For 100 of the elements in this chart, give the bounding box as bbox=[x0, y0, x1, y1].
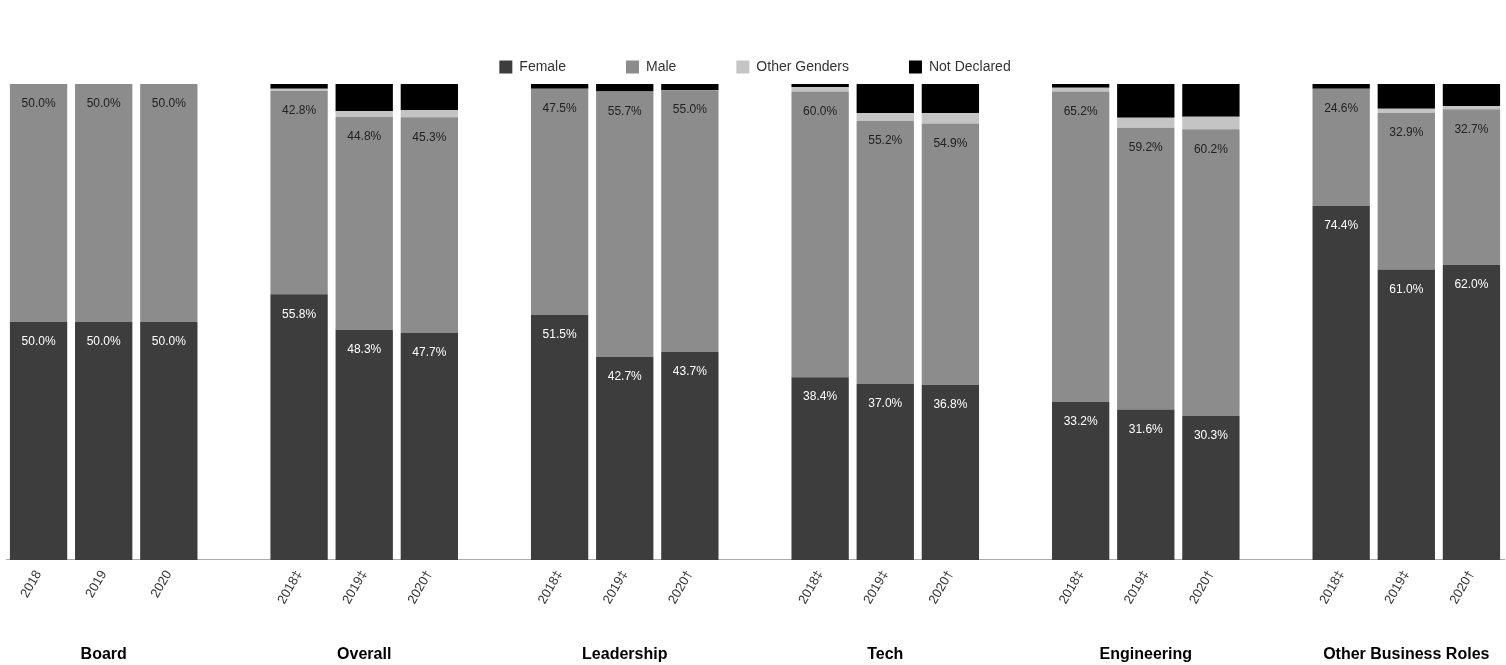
data-label: 24.6% bbox=[1324, 101, 1359, 116]
bar bbox=[1051, 91, 1110, 402]
text: Tech bbox=[867, 645, 904, 662]
data-label: 50.0% bbox=[86, 334, 122, 349]
text: Overall bbox=[337, 645, 392, 662]
data-label: 50.0% bbox=[21, 334, 56, 349]
bar bbox=[1182, 415, 1240, 560]
bar bbox=[1377, 108, 1435, 114]
data-label: 61.0% bbox=[1389, 281, 1424, 296]
bar bbox=[921, 84, 980, 114]
bar bbox=[791, 377, 849, 560]
data-label: 59.2% bbox=[1128, 140, 1164, 155]
bar bbox=[9, 321, 68, 560]
bar bbox=[1117, 127, 1175, 410]
data-label: 47.7% bbox=[412, 345, 447, 360]
bar bbox=[400, 332, 459, 560]
data-label: 62.0% bbox=[1454, 277, 1489, 292]
bar bbox=[856, 121, 914, 384]
data-label: 45.3% bbox=[412, 129, 447, 144]
bar bbox=[791, 87, 849, 92]
data-label: 50.0% bbox=[151, 334, 187, 349]
bar bbox=[791, 91, 849, 378]
bar bbox=[400, 117, 459, 333]
bar bbox=[270, 90, 328, 295]
bar bbox=[596, 84, 654, 92]
bar bbox=[1182, 116, 1240, 130]
data-label: 47.5% bbox=[542, 101, 577, 116]
bar bbox=[400, 110, 459, 118]
data-label: 55.7% bbox=[607, 103, 643, 118]
legend-label: Male bbox=[646, 57, 677, 74]
bar bbox=[1377, 113, 1435, 270]
data-label: 60.2% bbox=[1193, 141, 1229, 156]
data-label: 74.4% bbox=[1324, 218, 1359, 233]
bar bbox=[1377, 84, 1435, 109]
bar bbox=[140, 84, 198, 322]
data-label: 50.0% bbox=[151, 96, 187, 111]
bar bbox=[75, 84, 133, 322]
data-label: 42.8% bbox=[282, 102, 317, 117]
bar bbox=[1051, 87, 1110, 92]
data-label: 32.9% bbox=[1389, 125, 1424, 140]
bar bbox=[1442, 84, 1501, 106]
data-label: 48.3% bbox=[347, 342, 382, 357]
bar bbox=[335, 330, 393, 560]
bar bbox=[1377, 269, 1435, 560]
bar bbox=[75, 321, 133, 560]
text: Leadership bbox=[582, 645, 668, 662]
data-label: 51.5% bbox=[542, 327, 577, 342]
data-label: 54.9% bbox=[933, 135, 968, 150]
data-label: 55.2% bbox=[868, 133, 903, 148]
bar bbox=[1182, 84, 1240, 117]
bar bbox=[335, 84, 393, 112]
bar bbox=[530, 84, 589, 89]
text: Engineering bbox=[1099, 645, 1193, 662]
data-label: 43.7% bbox=[672, 364, 708, 379]
bar bbox=[1117, 409, 1175, 560]
bar bbox=[791, 84, 849, 88]
text: Board bbox=[80, 645, 127, 662]
bar bbox=[335, 111, 393, 117]
bar bbox=[1442, 109, 1501, 265]
bar bbox=[661, 84, 719, 91]
data-label: 38.4% bbox=[803, 389, 838, 404]
data-label: 31.6% bbox=[1128, 421, 1164, 436]
bar bbox=[1117, 117, 1175, 128]
bar bbox=[856, 84, 914, 114]
legend-label: Female bbox=[519, 57, 567, 74]
bar bbox=[270, 84, 328, 89]
bar bbox=[335, 116, 393, 331]
legend-label: Not Declared bbox=[928, 57, 1011, 74]
bar bbox=[400, 84, 459, 111]
data-label: 32.7% bbox=[1454, 121, 1489, 136]
data-label: 44.8% bbox=[347, 129, 382, 144]
data-label: 50.0% bbox=[86, 96, 122, 111]
bar bbox=[270, 294, 328, 560]
bar bbox=[856, 113, 914, 122]
data-label: 30.3% bbox=[1193, 428, 1229, 443]
bar bbox=[140, 321, 198, 560]
data-label: 55.0% bbox=[672, 102, 708, 117]
data-label: 36.8% bbox=[933, 397, 968, 412]
bar bbox=[1117, 84, 1175, 118]
data-label: 55.8% bbox=[282, 306, 317, 321]
bar bbox=[596, 356, 654, 560]
text: Other Business Roles bbox=[1323, 645, 1490, 662]
legend-label: Other Genders bbox=[756, 57, 849, 74]
bar bbox=[9, 84, 68, 322]
bar bbox=[661, 351, 719, 560]
bar bbox=[921, 113, 980, 124]
bar bbox=[530, 88, 589, 315]
bar bbox=[1312, 88, 1370, 206]
data-label: 42.7% bbox=[607, 369, 643, 383]
data-label: 60.0% bbox=[803, 103, 838, 118]
bar bbox=[1312, 84, 1370, 89]
bar bbox=[1051, 84, 1110, 88]
bar bbox=[530, 314, 589, 560]
data-label: 37.0% bbox=[868, 396, 903, 411]
bar bbox=[661, 90, 719, 352]
bar bbox=[1312, 205, 1370, 560]
bar bbox=[596, 91, 654, 357]
bar bbox=[1182, 129, 1240, 416]
data-label: 65.2% bbox=[1063, 103, 1098, 118]
data-label: 33.2% bbox=[1063, 414, 1098, 429]
